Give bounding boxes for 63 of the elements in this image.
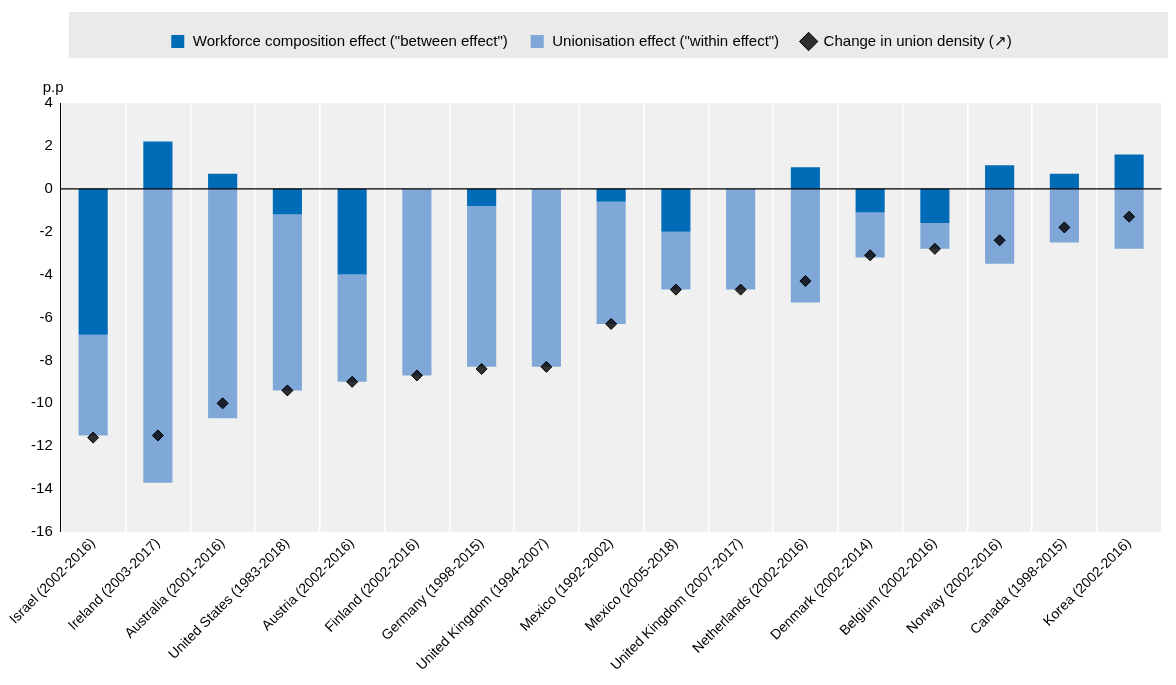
point: [87, 431, 100, 444]
point: [151, 429, 164, 442]
bar: [790, 188, 820, 303]
bar: [467, 205, 497, 367]
y-tick-label: -10: [31, 393, 53, 411]
legend-label: Change in union density (↗): [823, 31, 1012, 49]
point: [928, 242, 941, 255]
y-tick-label: 4: [44, 93, 53, 111]
point: [216, 397, 229, 410]
point: [734, 283, 747, 296]
bar: [920, 188, 950, 224]
bar: [661, 188, 691, 232]
bar: [78, 334, 108, 436]
bar: [337, 188, 367, 275]
bar: [790, 167, 820, 189]
bar: [596, 188, 626, 202]
y-tick-label: -4: [39, 264, 53, 282]
point: [605, 317, 618, 330]
point: [475, 362, 488, 375]
bar: [1114, 188, 1144, 249]
y-tick-label: 2: [44, 136, 53, 154]
bar: [272, 188, 302, 215]
point: [281, 384, 294, 397]
bar: [726, 188, 756, 290]
bar: [402, 188, 432, 376]
bar: [78, 188, 108, 335]
point: [669, 283, 682, 296]
bar: [143, 188, 173, 483]
bar: [337, 274, 367, 382]
legend-label: Workforce composition effect ("between effect"): [192, 31, 508, 49]
y-tick-label: -6: [39, 307, 53, 325]
bar: [920, 223, 950, 249]
bar: [855, 212, 885, 258]
y-tick-label: -14: [31, 479, 53, 497]
y-tick-label: 0: [44, 178, 53, 196]
bar: [1049, 188, 1079, 243]
legend-label: Unionisation effect ("within effect"): [552, 31, 780, 49]
bar: [272, 214, 302, 391]
point: [799, 275, 812, 288]
bar: [531, 188, 561, 367]
bar: [661, 231, 691, 290]
bar: [208, 188, 238, 419]
bar: [467, 188, 497, 206]
point: [864, 249, 877, 262]
point: [1058, 221, 1071, 234]
point: [993, 234, 1006, 247]
bar: [985, 165, 1015, 189]
point: [540, 360, 553, 373]
bar: [1114, 154, 1144, 189]
y-tick-label: -12: [31, 436, 53, 454]
point: [1123, 210, 1136, 223]
y-tick-label: -8: [39, 350, 53, 368]
y-tick-label: -2: [39, 221, 53, 239]
point: [410, 369, 423, 382]
point: [346, 375, 359, 388]
bar: [855, 188, 885, 213]
bar: [143, 141, 173, 189]
bar: [1049, 173, 1079, 189]
y-tick-label: -16: [31, 522, 53, 540]
bar: [985, 188, 1015, 264]
bar: [596, 201, 626, 324]
bar: [208, 173, 238, 189]
y-axis-title: p.p: [42, 77, 64, 95]
